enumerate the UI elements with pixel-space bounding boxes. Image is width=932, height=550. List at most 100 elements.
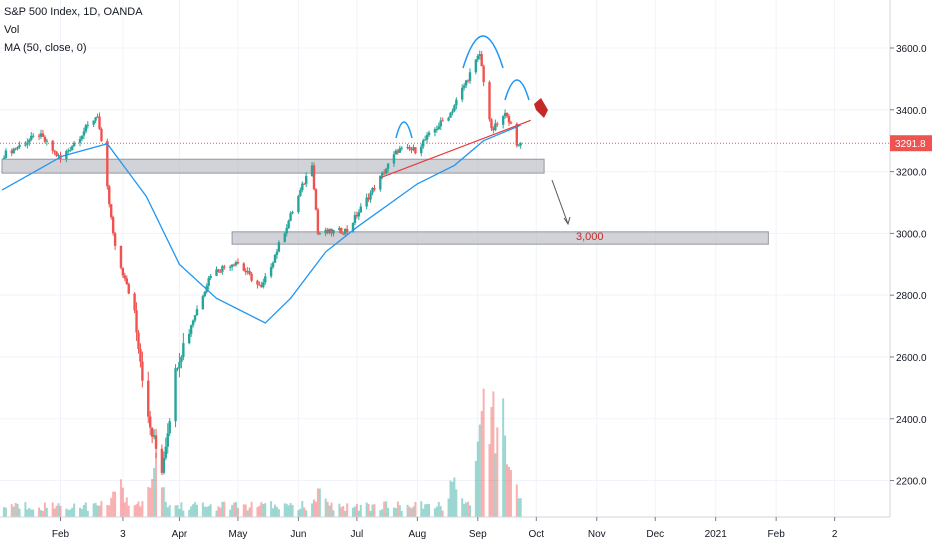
volume-bar xyxy=(153,468,156,517)
candle-body xyxy=(301,183,304,191)
candle-body xyxy=(480,54,483,67)
candle-body xyxy=(303,183,306,185)
candle-body xyxy=(133,293,136,311)
volume-bar xyxy=(480,411,483,517)
candle-body xyxy=(111,217,115,234)
candle-body xyxy=(149,416,152,428)
volume-bar xyxy=(256,507,259,517)
candle-body xyxy=(106,141,109,187)
candle-body xyxy=(189,325,193,334)
volume-bar xyxy=(71,507,74,517)
time-tick-label: Apr xyxy=(172,529,188,540)
volume-bar xyxy=(178,508,181,517)
volume-bar xyxy=(168,505,171,517)
candle-body xyxy=(494,123,497,131)
target-arrow xyxy=(551,179,569,225)
candle-body xyxy=(84,125,88,132)
candle-body xyxy=(451,111,454,113)
time-tick-label: Oct xyxy=(529,529,545,540)
candle-body xyxy=(80,135,84,140)
candle-body xyxy=(203,292,206,297)
candle-body xyxy=(221,266,224,272)
candle-body xyxy=(260,285,263,288)
candle-body xyxy=(258,284,261,286)
volume-bar xyxy=(127,505,130,517)
candle-body xyxy=(297,195,300,213)
volume-bar xyxy=(30,509,33,517)
volume-bar xyxy=(467,501,470,517)
volume-bar xyxy=(53,508,56,517)
candle-body xyxy=(289,213,292,221)
candle-body xyxy=(168,421,171,434)
candle-body xyxy=(515,123,518,146)
candle-body xyxy=(365,197,368,207)
price-axis-bg xyxy=(890,0,932,550)
time-tick-label: May xyxy=(228,529,247,540)
candle-body xyxy=(55,151,58,156)
candle-body xyxy=(355,214,359,217)
candle-body xyxy=(164,446,167,458)
candle-body xyxy=(242,263,245,271)
candle-body xyxy=(291,212,294,214)
candle-body xyxy=(32,135,35,137)
volume-bar xyxy=(59,505,62,517)
volume-bar xyxy=(283,503,286,517)
volume-bar xyxy=(123,502,126,517)
candle-body xyxy=(230,264,234,267)
candle-body xyxy=(16,147,19,149)
volume-bar xyxy=(110,497,113,517)
volume-bar xyxy=(342,505,345,517)
volume-bar xyxy=(2,507,5,517)
volume-bar xyxy=(461,498,464,517)
volume-bar xyxy=(260,502,263,517)
candle-body xyxy=(285,227,288,234)
candle-body xyxy=(219,271,222,273)
moving-average-line xyxy=(1,124,521,324)
candle-body xyxy=(324,229,327,234)
candle-body xyxy=(92,120,95,125)
volume-bar xyxy=(346,503,349,517)
candle-body xyxy=(232,264,236,266)
candle-body xyxy=(326,229,329,234)
candles xyxy=(2,50,522,517)
price-tick-label: 2400.0 xyxy=(896,415,927,426)
candle-body xyxy=(359,206,362,213)
volume-bar xyxy=(242,504,245,517)
head-arc xyxy=(462,35,504,69)
volume-bar xyxy=(51,502,54,517)
candle-body xyxy=(408,147,411,150)
volume-bar xyxy=(289,503,292,517)
volume-bar xyxy=(359,504,362,517)
volume-bar xyxy=(106,505,109,517)
candle-body xyxy=(141,361,144,381)
volume-bar xyxy=(231,505,234,517)
volume-bar xyxy=(371,504,374,517)
target-label: 3,000 xyxy=(576,231,604,243)
volume-bar xyxy=(162,487,165,517)
volume-bar xyxy=(313,499,315,517)
volume-bar xyxy=(504,435,507,517)
ma-label: MA (50, close, 0) xyxy=(4,42,87,54)
volume-bar xyxy=(82,504,85,517)
volume-bar xyxy=(125,497,128,517)
volume-bar xyxy=(96,505,99,517)
candle-body xyxy=(57,155,60,157)
volume-bar xyxy=(275,506,278,517)
candle-body xyxy=(420,146,423,154)
left-shoulder-arc xyxy=(395,121,413,139)
volume-bar xyxy=(406,504,409,517)
volume-bar xyxy=(246,510,249,517)
volume-bar xyxy=(492,391,495,517)
time-tick-label: Feb xyxy=(768,529,786,540)
candle-body xyxy=(273,254,277,263)
volume-bar xyxy=(57,503,60,517)
candle-body xyxy=(455,99,458,106)
time-tick-label: 3 xyxy=(120,529,126,540)
volume-bar xyxy=(299,508,302,517)
volume-bar xyxy=(28,507,31,517)
support-zone xyxy=(1,158,545,174)
candle-body xyxy=(236,262,240,264)
candle-body xyxy=(482,66,485,83)
volume-bar xyxy=(441,510,444,517)
